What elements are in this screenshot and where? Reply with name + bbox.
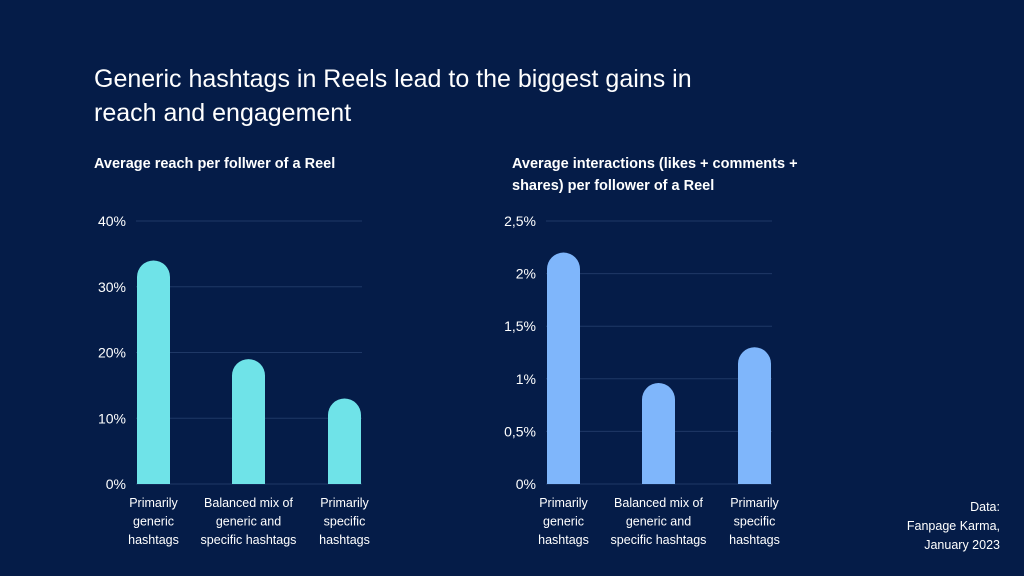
reach-y-tick-label: 20% (98, 345, 126, 361)
interactions-bar-1 (547, 252, 580, 484)
page-headline: Generic hashtags in Reels lead to the bi… (94, 65, 692, 127)
interactions-y-tick-label: 0% (516, 476, 536, 492)
interactions-y-tick-label: 2% (516, 266, 536, 282)
reach-bar-3 (328, 398, 361, 484)
source-line-1: Fanpage Karma, (906, 519, 1000, 533)
source-label: Data: (970, 500, 1000, 514)
reach-y-tick-label: 10% (98, 410, 126, 426)
data-source-note: Data: Fanpage Karma, January 2023 (840, 498, 1000, 555)
interactions-y-tick-label: 2,5% (504, 213, 536, 229)
interactions-bar-2 (642, 383, 675, 484)
reach-y-tick-label: 0% (106, 476, 126, 492)
interactions-category-label: Primarily specific hashtags (729, 496, 780, 547)
reach-bar-1 (137, 260, 170, 484)
interactions-y-tick-label: 1,5% (504, 318, 536, 334)
interactions-y-tick-label: 0,5% (504, 423, 536, 439)
reach-y-tick-label: 30% (98, 279, 126, 295)
interactions-category-label: Balanced mix of generic and specific hasht… (611, 496, 707, 547)
reach-category-label: Primarily specific hashtags (319, 496, 370, 547)
interactions-category-label: Primarily generic hashtags (538, 496, 589, 547)
interactions-bar-3 (738, 347, 771, 484)
reach-y-tick-label: 40% (98, 213, 126, 229)
reach-category-label: Balanced mix of generic and specific hasht… (201, 496, 297, 547)
source-line-2: January 2023 (924, 538, 1000, 552)
chart-title-interactions: Average interactions (likes + comments +… (512, 156, 798, 194)
reach-category-label: Primarily generic hashtags (128, 496, 179, 547)
reach-bar-2 (232, 359, 265, 484)
interactions-y-tick-label: 1% (516, 371, 536, 387)
chart-title-reach: Average reach per follwer of a Reel (94, 156, 336, 172)
